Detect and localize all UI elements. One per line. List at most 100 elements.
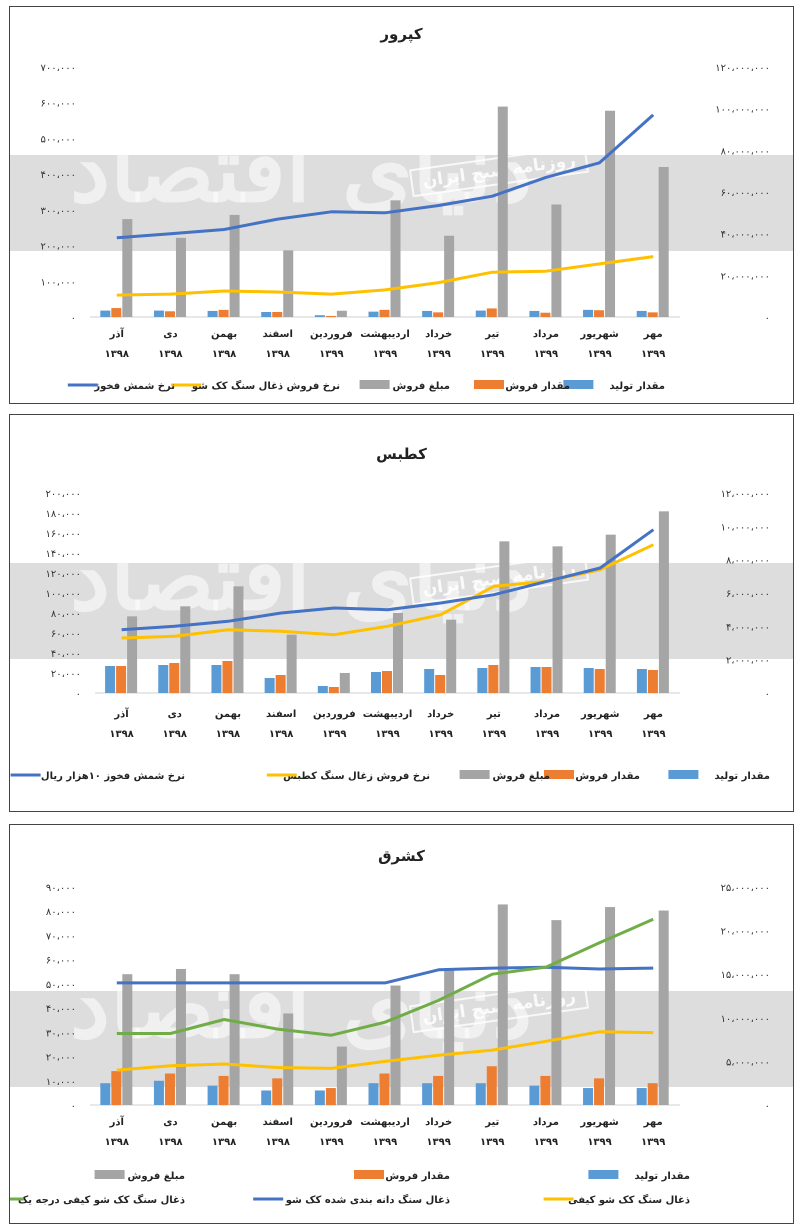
x-tick-label: اسفند ۱۳۹۸ [263,329,293,360]
y-right-tick-label: ۸۰،۰۰۰،۰۰۰ [721,146,770,157]
x-tick-label: بهمن ۱۳۹۸ [211,329,237,360]
y-left-tick-label: ۳۰۰،۰۰۰ [41,206,76,217]
bar-left-series-0 [264,678,275,693]
bar-left-series-1 [328,687,339,693]
bar-right-series-2 [390,985,401,1105]
bar-left-series-1 [272,1078,283,1105]
bar-left-series-1 [382,671,392,693]
bar-right-series-2 [551,204,562,317]
y-left-tick-label: ۸۰،۰۰۰ [51,609,81,620]
chart-svg: ۰ ۱۰،۰۰۰ ۲۰،۰۰۰ ۳۰،۰۰۰ ۴۰،۰۰۰ ۵۰،۰۰۰ ۶۰،۰۰۰ ۷۰،… [10,883,770,1206]
bar-left-series-1 [540,312,551,317]
y-left-tick-label: ۵۰۰،۰۰۰ [41,134,76,145]
y-left-tick-label: ۴۰۰،۰۰۰ [41,170,76,181]
bar-left-series-0 [477,668,488,693]
bar-left-series-0 [371,672,381,693]
y-right-tick-label: ۲،۰۰۰،۰۰۰ [726,656,770,667]
bar-left-series-1 [647,670,658,693]
bar-left-series-1 [486,308,497,317]
bar-right-series-2 [658,167,669,317]
bar-left-series-0 [105,666,116,693]
bar-left-series-1 [379,1073,390,1105]
x-tick-label: دی ۱۳۹۸ [158,329,182,360]
x-tick-label: شهریور ۱۳۹۹ [579,329,619,360]
bar-left-series-0 [636,310,647,317]
bar-left-series-0 [583,309,594,317]
y-left-tick-label: ۴۰،۰۰۰ [51,649,81,660]
y-left-tick-label: ۷۰۰،۰۰۰ [41,63,76,74]
chart-svg: ۰ ۱۰۰،۰۰۰ ۲۰۰،۰۰۰ ۳۰۰،۰۰۰ ۴۰۰،۰۰۰ ۵۰۰،۰۰۰ ۶۰۰،… [41,63,770,392]
chart-title: کطبس [376,445,427,463]
legend-label: ذغال سنگ کک شو کیفی درجه یک [18,1194,185,1206]
legend-label: نرخ فروش زغال سنگ کطبس [283,770,430,782]
legend-label: مقدار فروش [385,1171,450,1182]
bar-left-series-0 [100,310,111,317]
x-tick-label: فروردین ۱۳۹۹ [313,709,356,740]
y-right-tick-label: ۱۰،۰۰۰،۰۰۰ [721,522,770,533]
x-tick-label: شهریور ۱۳۹۹ [580,709,620,740]
y-right-tick-label: ۲۰،۰۰۰،۰۰۰ [721,927,770,938]
bar-left-series-0 [207,310,218,317]
y-left-tick-label: ۲۰۰،۰۰۰ [46,489,81,500]
bar-left-series-1 [433,312,444,317]
x-tick-label: آذر ۱۳۹۸ [105,1115,129,1148]
watermark-logo: دنیای اقتصاد [70,525,536,631]
bar-left-series-1 [218,309,229,317]
bar-right-series-2 [286,634,297,693]
y-left-tick-label: ۴۰،۰۰۰ [46,1004,76,1015]
legend-swatch [459,770,490,779]
bar-right-series-2 [336,310,347,317]
bar-left-series-0 [314,315,325,317]
bar-right-series-2 [552,546,563,693]
bar-left-series-0 [261,312,272,317]
x-tick-label: مرداد ۱۳۹۹ [533,1117,559,1148]
y-left-tick-label: ۲۰،۰۰۰ [51,669,81,680]
bar-left-series-0 [100,1083,111,1105]
y-right-tick-label: ۰ [765,1101,770,1112]
bar-right-series-2 [175,237,186,317]
bar-left-series-1 [594,1078,605,1105]
y-right-tick-label: ۲۵،۰۰۰،۰۰۰ [721,883,770,894]
y-left-tick-label: ۶۰۰،۰۰۰ [41,99,76,110]
x-tick-label: دی ۱۳۹۸ [158,1117,182,1148]
bar-right-series-2 [390,200,401,317]
x-tick-label: مرداد ۱۳۹۹ [534,709,560,740]
x-tick-label: اسفند ۱۳۹۸ [266,709,296,740]
x-tick-label: شهریور ۱۳۹۹ [579,1117,619,1148]
bar-right-series-2 [658,910,669,1105]
legend-swatch [474,380,504,389]
y-right-tick-label: ۵،۰۰۰،۰۰۰ [726,1057,770,1068]
y-left-tick-label: ۰ [71,313,76,324]
bar-left-series-0 [424,669,435,693]
y-left-tick-label: ۵۰،۰۰۰ [46,980,76,991]
y-left-tick-label: ۱۴۰،۰۰۰ [46,549,81,560]
bar-right-series-2 [497,904,508,1105]
bar-left-series-1 [433,1075,444,1105]
bar-right-series-2 [180,606,191,693]
bar-right-series-2 [446,619,457,693]
y-right-tick-label: ۰ [765,689,770,700]
legend-label: ذغال سنگ کک شو کیفی [568,1194,690,1206]
bar-right-series-2 [175,968,186,1105]
legend-label: نرخ فروش ذغال سنگ کک شو [191,380,340,392]
x-tick-label: مهر ۱۳۹۹ [641,709,665,740]
x-tick-label: اردیبهشت ۱۳۹۹ [363,709,413,740]
x-tick-label: اردیبهشت ۱۳۹۹ [360,1117,410,1148]
bar-right-series-2 [444,969,455,1105]
chart-title: کشرق [378,847,425,865]
y-right-tick-label: ۱۲۰،۰۰۰،۰۰۰ [715,63,770,74]
legend-label: مقدار تولید [715,771,770,782]
bar-left-series-1 [164,311,175,317]
y-left-tick-label: ۹۰،۰۰۰ [46,883,76,894]
chart-panel-koprovar: دنیای اقتصاد روزنامه صبح ایران کپرور ۰ ۱۰… [9,6,794,404]
line-series-0 [116,255,654,297]
chart-title: کپرور [380,25,423,43]
bar-left-series-0 [529,1085,540,1105]
bar-right-series-2 [336,1046,347,1105]
chart-panel-ksharq: دنیای اقتصاد روزنامه صبح ایران کشرق ۰ ۱۰،… [9,824,794,1224]
bar-left-series-1 [435,675,446,693]
bar-right-series-2 [605,534,616,693]
y-right-tick-label: ۴،۰۰۰،۰۰۰ [726,622,770,633]
bar-left-series-1 [222,661,233,693]
bar-left-series-0 [261,1090,272,1105]
